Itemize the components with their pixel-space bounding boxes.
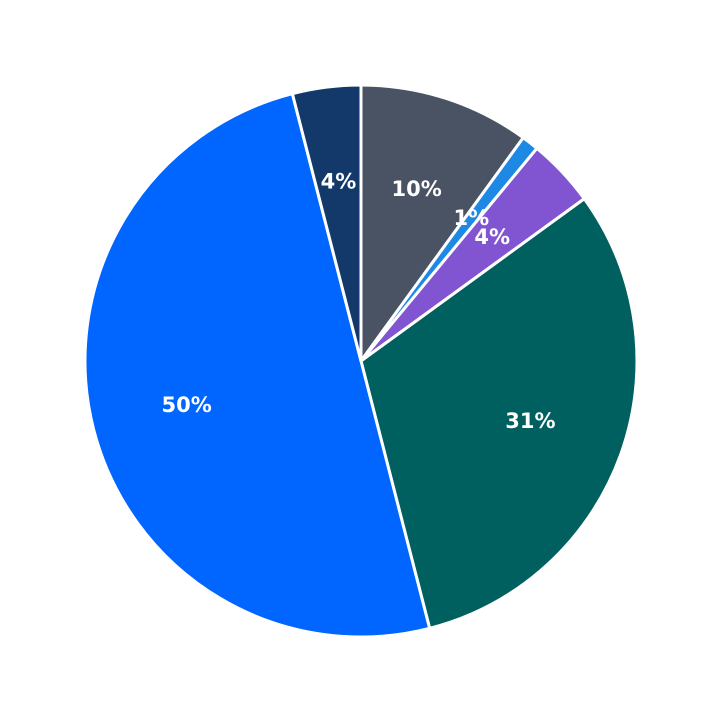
data-label: 10%	[391, 177, 441, 201]
data-label: 4%	[474, 225, 510, 249]
pie-slice	[290, 83, 363, 363]
pie-slice	[359, 197, 639, 630]
pie-slice	[359, 83, 525, 363]
data-label: 31%	[505, 409, 555, 433]
data-label: 50%	[162, 393, 212, 417]
pie-slice	[83, 92, 432, 639]
data-label: 4%	[321, 169, 357, 193]
data-label: 1%	[453, 206, 489, 230]
